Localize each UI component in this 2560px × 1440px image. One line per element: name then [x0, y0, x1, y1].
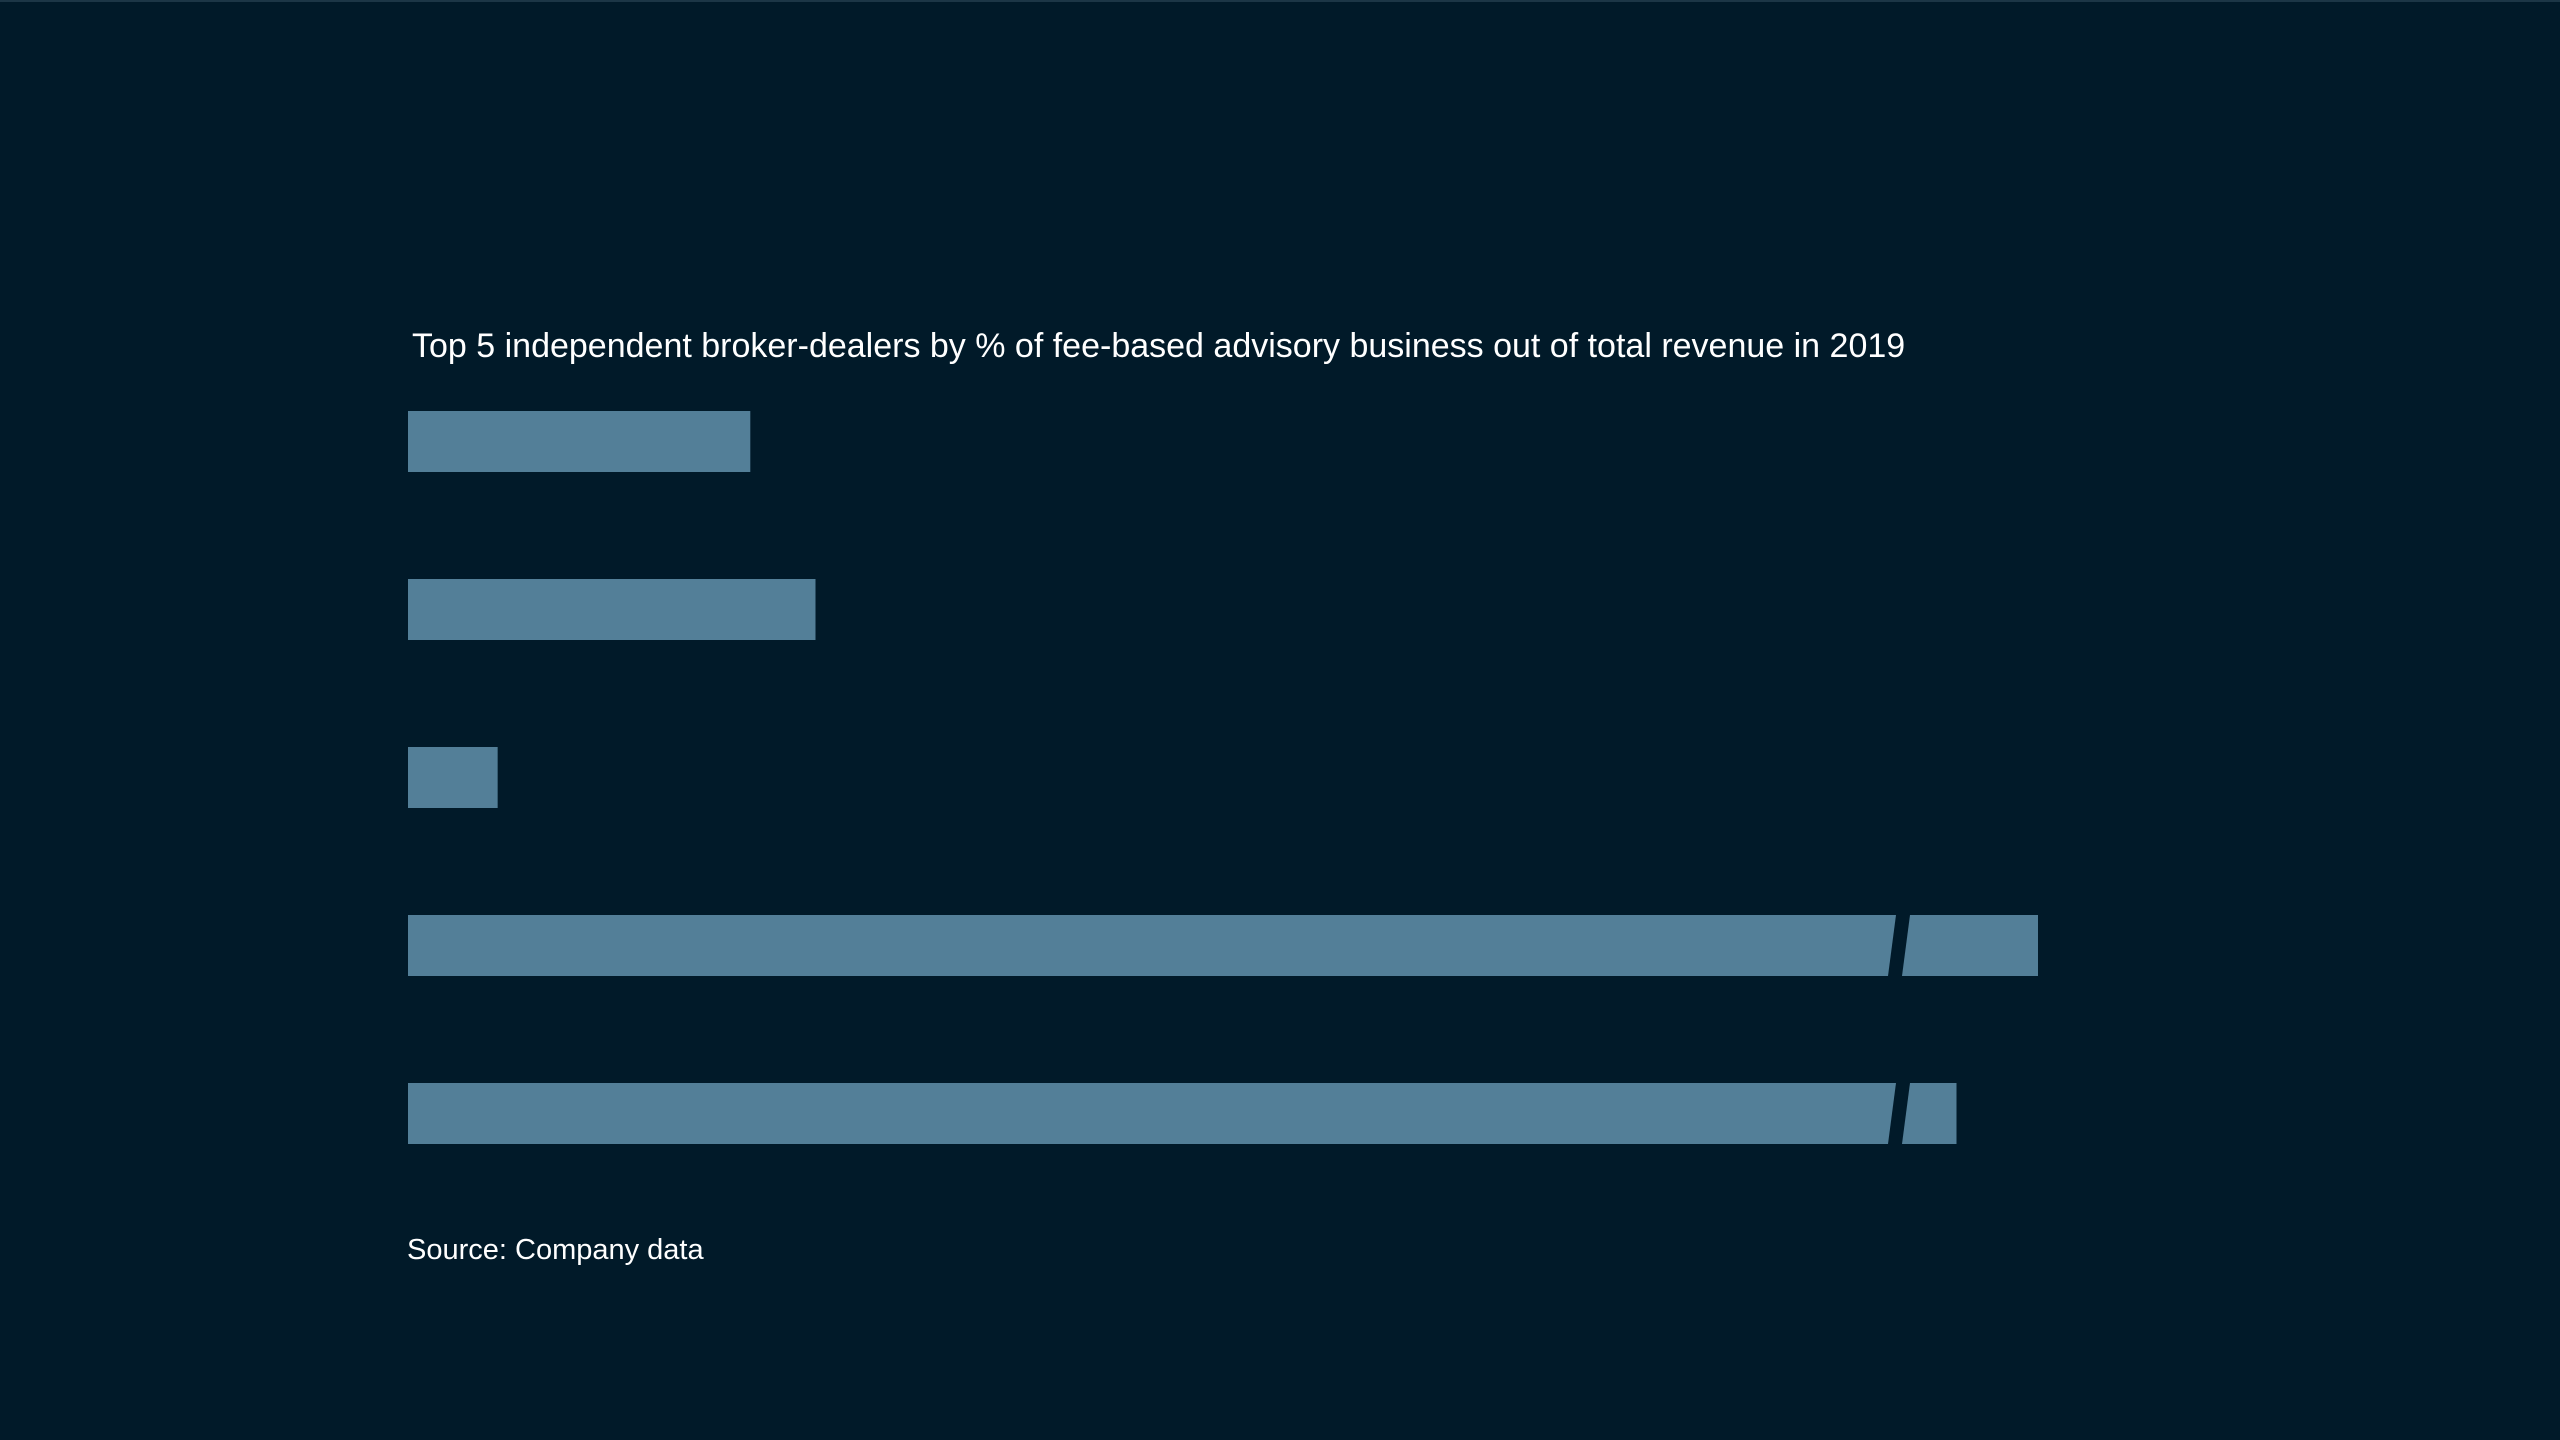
bar-3: [408, 747, 498, 808]
bars-layer: [408, 411, 2038, 1144]
bar-5-segment-right: [1902, 1083, 1957, 1144]
top-rule: [0, 0, 2560, 2]
bar-1: [408, 411, 751, 472]
chart-title: Top 5 independent broker-dealers by % of…: [412, 327, 1906, 365]
bar-4-segment-right: [1902, 915, 2038, 976]
bar-4-segment-left: [408, 915, 1896, 976]
chart-source: Source: Company data: [407, 1234, 704, 1266]
bar-5-segment-left: [408, 1083, 1896, 1144]
bar-2: [408, 579, 816, 640]
